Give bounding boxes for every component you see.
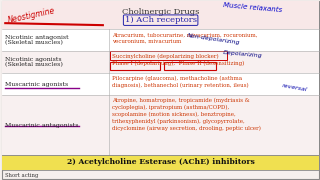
Bar: [110, 51, 228, 60]
Text: Atropine, homatropine, tropicamide (mydriasis &
cycloplegia), ipratropium (asthm: Atropine, homatropine, tropicamide (mydr…: [112, 98, 261, 131]
Text: Muscarinic antagonists: Muscarinic antagonists: [5, 123, 79, 128]
Text: 1) ACh receptors: 1) ACh receptors: [125, 16, 197, 24]
Bar: [2, 73, 319, 95]
Bar: [2, 51, 319, 73]
Text: Pilocarpine (glaucoma), methacholine (asthma
diagnosis), bethanechol (urinary re: Pilocarpine (glaucoma), methacholine (as…: [112, 76, 248, 88]
Bar: [2, 95, 319, 155]
Text: Cholinergic Drugs: Cholinergic Drugs: [122, 8, 199, 16]
Bar: [2, 1, 319, 29]
Text: Muscarinic agonists: Muscarinic agonists: [5, 82, 68, 87]
Text: reversal: reversal: [282, 83, 308, 93]
Text: Succinylcholine (depolarizing blocker)
Phase I (depolarizing),  Phase II (desens: Succinylcholine (depolarizing blocker) P…: [112, 54, 244, 66]
Text: Nicotinic antagonist
(Skeletal muscles): Nicotinic antagonist (Skeletal muscles): [5, 35, 69, 46]
Bar: [2, 155, 319, 170]
Text: Short acting: Short acting: [5, 172, 39, 177]
Text: Muscle relaxants: Muscle relaxants: [223, 2, 282, 13]
Text: Atracurium, tubocurarine, mivacurium, rocuronium,
vecuronium, mivacurium: Atracurium, tubocurarine, mivacurium, ro…: [112, 32, 257, 44]
Text: Neostigmine: Neostigmine: [7, 6, 56, 25]
Text: 2) Acetylcholine Esterase (AChE) inhibitors: 2) Acetylcholine Esterase (AChE) inhibit…: [67, 158, 255, 166]
Text: Nicotinic agonists
(Skeletal muscles): Nicotinic agonists (Skeletal muscles): [5, 57, 63, 68]
Bar: [2, 29, 319, 51]
Text: Non-depolarizing: Non-depolarizing: [187, 33, 240, 45]
Bar: [110, 62, 160, 70]
Text: Depolarizing: Depolarizing: [222, 50, 262, 58]
Bar: [164, 62, 216, 70]
